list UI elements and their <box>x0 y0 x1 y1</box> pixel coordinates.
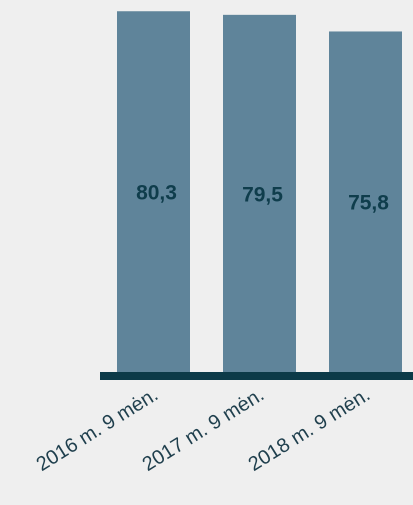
value-labels-group: 80,3 79,5 75,8 <box>136 182 389 215</box>
tick-labels-group: 2016 m. 9 mėn.2017 m. 9 mėn.2018 m. 9 mė… <box>33 384 375 476</box>
bar-3 <box>329 31 402 373</box>
bar-value-label-2: 79,5 <box>242 183 283 206</box>
bar-value-label-1: 80,3 <box>136 182 177 205</box>
bar-value-label-3: 75,8 <box>348 192 389 215</box>
bars-group <box>117 11 402 373</box>
x-axis-line <box>100 372 413 380</box>
bar-2 <box>223 14 296 373</box>
bar-1 <box>117 11 190 373</box>
